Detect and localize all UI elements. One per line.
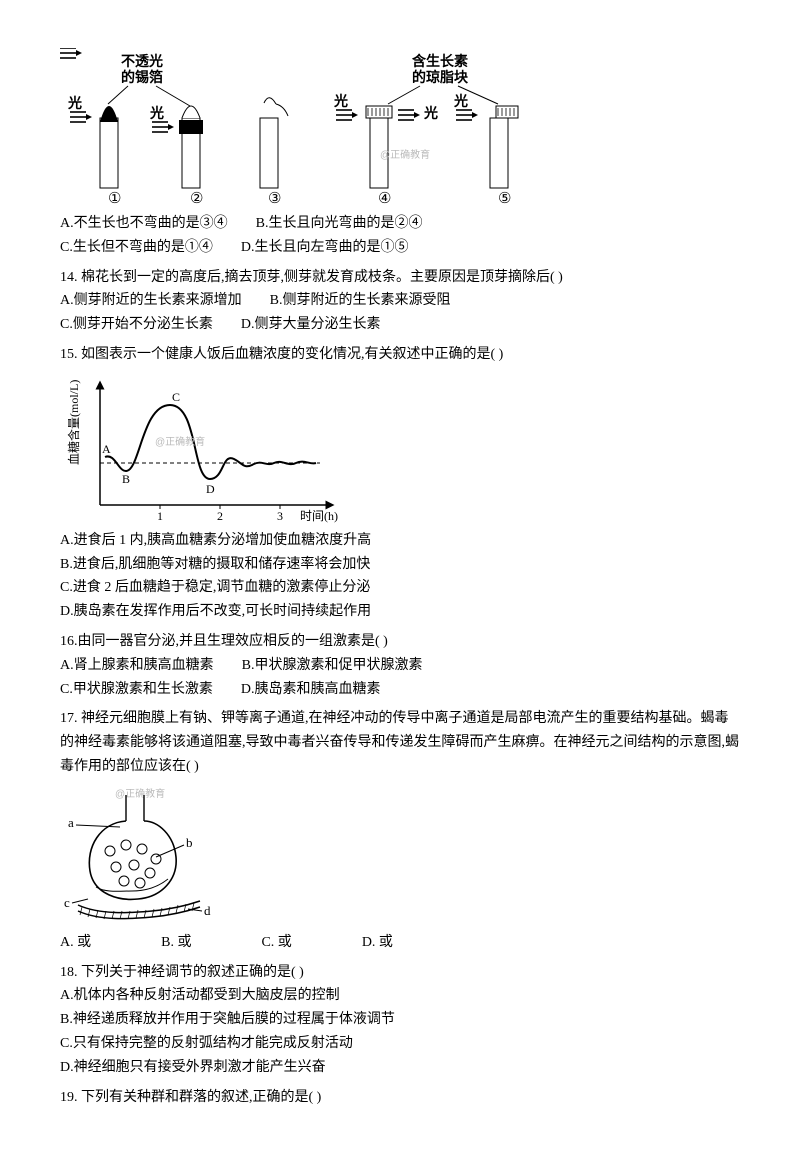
- svg-text:b: b: [186, 835, 193, 850]
- q13-options: A.不生长也不弯曲的是③④ B.生长且向光弯曲的是②④: [60, 212, 740, 236]
- fig-coleoptiles: 不透光 的锡箔 含生长素 的琼脂块 光 光: [60, 48, 740, 208]
- q19-stem: 19. 下列有关种群和群落的叙述,正确的是( ): [60, 1086, 740, 1110]
- q17-stem: 17. 神经元细胞膜上有钠、钾等离子通道,在神经冲动的传导中离子通道是局部电流产…: [60, 707, 740, 778]
- q13-A: A.不生长也不弯曲的是③④: [60, 212, 228, 236]
- svg-text:c: c: [64, 895, 70, 910]
- svg-text:光: 光: [453, 93, 468, 110]
- q13-C: C.生长但不弯曲的是①④: [60, 236, 213, 260]
- q16-D: D.胰岛素和胰高血糖素: [241, 678, 381, 702]
- q13-D: D.生长且向左弯曲的是①⑤: [241, 236, 409, 260]
- svg-text:B: B: [122, 472, 130, 486]
- svg-text:光: 光: [333, 93, 348, 110]
- svg-text:的锡箔: 的锡箔: [121, 69, 163, 86]
- svg-text:⑤: ⑤: [498, 191, 511, 207]
- svg-text:含生长素: 含生长素: [412, 53, 468, 70]
- q14-A: A.侧芽附近的生长素来源增加: [60, 289, 242, 313]
- svg-text:①: ①: [108, 191, 121, 207]
- q14-C: C.侧芽开始不分泌生长素: [60, 313, 213, 337]
- q18-B: B.神经递质释放并作用于突触后膜的过程属于体液调节: [60, 1008, 740, 1032]
- q15-D: D.胰岛素在发挥作用后不改变,可长时间持续起作用: [60, 600, 740, 624]
- svg-text:光: 光: [423, 105, 438, 122]
- svg-text:②: ②: [190, 191, 203, 207]
- q17-C: C. 或: [261, 931, 291, 955]
- q14-B: B.侧芽附近的生长素来源受阻: [270, 289, 451, 313]
- q17-D: D. 或: [362, 931, 393, 955]
- q13-B: B.生长且向光弯曲的是②④: [256, 212, 423, 236]
- q16-A: A.肾上腺素和胰高血糖素: [60, 654, 214, 678]
- q18-C: C.只有保持完整的反射弧结构才能完成反射活动: [60, 1032, 740, 1056]
- q18-stem: 18. 下列关于神经调节的叙述正确的是( ): [60, 961, 740, 985]
- svg-text:@正确教育: @正确教育: [155, 435, 205, 448]
- svg-text:时间(h): 时间(h): [300, 509, 338, 523]
- q16-B: B.甲状腺激素和促甲状腺激素: [242, 654, 423, 678]
- svg-text:1: 1: [157, 509, 163, 523]
- q15-stem: 15. 如图表示一个健康人饭后血糖浓度的变化情况,有关叙述中正确的是( ): [60, 343, 740, 367]
- fig-glucose-curve: 血糖含量(mol/L) 时间(h) 1 2 3 A B C D @正确教育: [60, 375, 740, 525]
- svg-text:A: A: [102, 442, 111, 456]
- svg-text:光: 光: [149, 105, 164, 122]
- q18-D: D.神经细胞只有接受外界刺激才能产生兴奋: [60, 1056, 740, 1080]
- svg-text:2: 2: [217, 509, 223, 523]
- fig-synapse: @正确教育 a b c d: [60, 787, 740, 927]
- svg-text:光: 光: [67, 95, 82, 112]
- q15-A: A.进食后 1 内,胰高血糖素分泌增加使血糖浓度升高: [60, 529, 740, 553]
- q14-stem: 14. 棉花长到一定的高度后,摘去顶芽,侧芽就发育成枝条。主要原因是顶芽摘除后(…: [60, 266, 740, 290]
- q15-B: B.进食后,肌细胞等对糖的摄取和储存速率将会加快: [60, 553, 740, 577]
- q16-stem: 16.由同一器官分泌,并且生理效应相反的一组激素是( ): [60, 630, 740, 654]
- q18-A: A.机体内各种反射活动都受到大脑皮层的控制: [60, 984, 740, 1008]
- svg-text:④: ④: [378, 191, 391, 207]
- svg-text:C: C: [172, 390, 180, 404]
- svg-text:a: a: [68, 815, 74, 830]
- svg-text:的琼脂块: 的琼脂块: [412, 69, 469, 86]
- svg-text:D: D: [206, 482, 215, 496]
- svg-text:@正确教育: @正确教育: [115, 787, 165, 800]
- svg-text:@正确教育: @正确教育: [380, 148, 430, 161]
- svg-text:③: ③: [268, 191, 281, 207]
- q15-C: C.进食 2 后血糖趋于稳定,调节血糖的激素停止分泌: [60, 576, 740, 600]
- svg-text:d: d: [204, 903, 211, 918]
- svg-text:3: 3: [277, 509, 283, 523]
- q17-A: A. 或: [60, 931, 91, 955]
- q17-options: A. 或 B. 或 C. 或 D. 或: [60, 931, 740, 955]
- svg-text:血糖含量(mol/L): 血糖含量(mol/L): [66, 379, 81, 464]
- svg-text:不透光: 不透光: [121, 53, 163, 70]
- q17-B: B. 或: [161, 931, 191, 955]
- q16-C: C.甲状腺激素和生长激素: [60, 678, 213, 702]
- q14-D: D.侧芽大量分泌生长素: [241, 313, 381, 337]
